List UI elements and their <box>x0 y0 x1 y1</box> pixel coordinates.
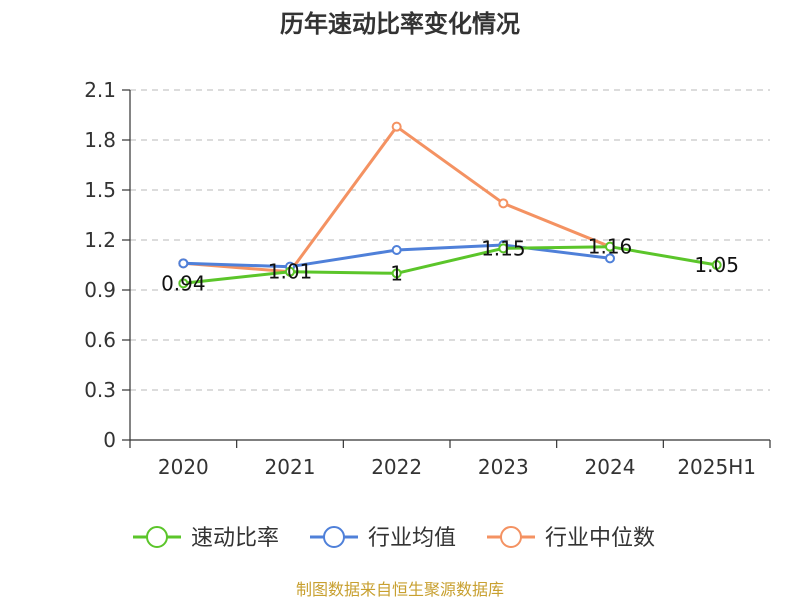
series-point-0[interactable] <box>605 241 615 252</box>
data-label: 1.15 <box>481 236 526 260</box>
x-tick-label: 2024 <box>585 455 636 479</box>
x-tick-label: 2020 <box>158 455 209 479</box>
series-point-1[interactable] <box>391 245 402 255</box>
legend-marker <box>146 526 168 548</box>
legend-item-2[interactable]: 行业中位数 <box>487 526 655 551</box>
y-tick-label: 1.5 <box>84 178 116 202</box>
x-tick-label: 2021 <box>265 455 316 479</box>
y-tick-label: 2.1 <box>84 78 116 102</box>
series-point-1[interactable] <box>178 258 189 269</box>
legend-item-1[interactable]: 行业均值 <box>310 526 456 551</box>
data-label: 1.05 <box>694 253 739 277</box>
x-tick-label: 2025H1 <box>677 455 756 479</box>
legend-label: 速动比率 <box>191 526 279 551</box>
series-line-0 <box>183 245 717 285</box>
series-point-0[interactable] <box>285 266 295 277</box>
series-layer <box>178 121 722 289</box>
grid <box>130 89 770 391</box>
x-tick-label: 2022 <box>371 455 422 479</box>
data-labels: 0.94 1.01 1 1.15 1.16 1.05 <box>161 235 739 296</box>
y-tick-label: 0 <box>103 428 116 452</box>
legend-marker <box>323 526 345 548</box>
data-label: 1.16 <box>588 235 633 259</box>
series-point-0[interactable] <box>391 268 402 279</box>
series-point-2[interactable] <box>391 121 402 132</box>
data-label: 1.01 <box>268 260 313 284</box>
y-tick-label: 0.9 <box>84 278 116 302</box>
legend-label: 行业中位数 <box>545 526 655 551</box>
series-point-2[interactable] <box>498 198 509 209</box>
data-label: 0.94 <box>161 271 206 295</box>
y-tick-label: 1.8 <box>84 128 116 152</box>
legend[interactable]: 速动比率 行业均值 行业中位数 <box>133 526 655 551</box>
y-tick-label: 0.6 <box>84 328 116 352</box>
x-tick-label: 2023 <box>478 455 529 479</box>
legend-item-0[interactable]: 速动比率 <box>133 526 279 551</box>
y-tick-label: 0.3 <box>84 378 116 402</box>
y-axis: 0 0.3 0.6 0.9 1.2 1.5 1.8 2.1 <box>84 78 131 452</box>
series-point-0[interactable] <box>711 260 722 270</box>
series-point-0[interactable] <box>498 243 509 254</box>
legend-marker <box>500 526 522 548</box>
series-point-1[interactable] <box>605 253 615 264</box>
y-tick-label: 1.2 <box>84 228 116 252</box>
legend-label: 行业均值 <box>368 526 456 551</box>
x-axis: 2020 2021 2022 2023 2024 2025H1 <box>129 439 771 479</box>
chart-title: 历年速动比率变化情况 <box>280 10 520 38</box>
series-point-0[interactable] <box>178 278 189 289</box>
source-note: 制图数据来自恒生聚源数据库 <box>296 580 504 599</box>
data-label: 1 <box>390 261 403 285</box>
